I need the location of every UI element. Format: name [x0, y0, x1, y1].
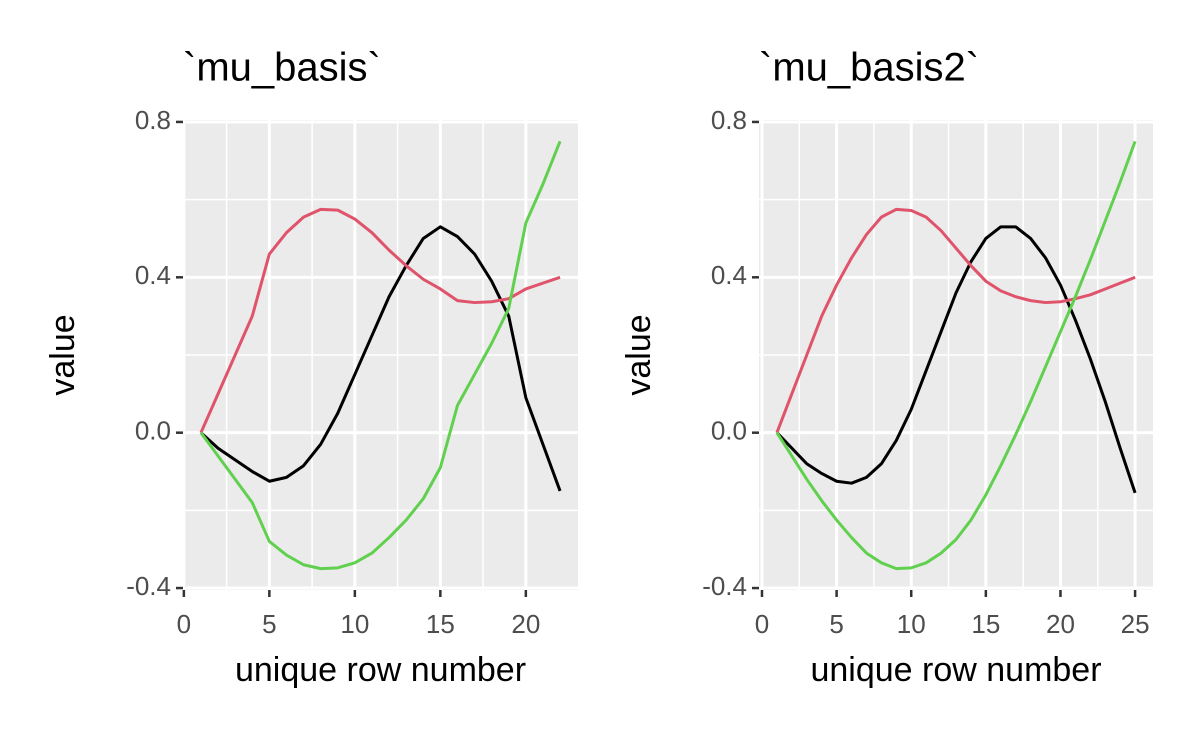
y-tick-label: 0.0	[135, 416, 171, 446]
y-tick-label: 0.8	[711, 105, 747, 135]
x-tick-label: 10	[340, 609, 369, 639]
x-tick-label: 5	[262, 609, 276, 639]
x-axis-title: unique row number	[235, 651, 526, 689]
series-line	[199, 225, 562, 492]
series-line	[199, 207, 561, 434]
y-tick-label: 0.4	[711, 260, 747, 290]
y-tick-label: 0.8	[135, 105, 171, 135]
chart-title: `mu_basis`	[183, 46, 381, 90]
y-tick-label: -0.4	[126, 571, 171, 601]
x-tick-label: 5	[829, 609, 843, 639]
x-tick-label: 25	[1121, 609, 1150, 639]
x-tick-label: 10	[897, 609, 926, 639]
x-tick-label: 15	[971, 609, 1000, 639]
y-tick-label: 0.4	[135, 260, 171, 290]
y-axis-title: value	[620, 314, 658, 395]
x-axis-title: unique row number	[810, 651, 1101, 689]
series-line	[199, 140, 562, 571]
x-tick-label: 15	[426, 609, 455, 639]
y-tick-label: 0.0	[711, 416, 747, 446]
y-axis-title: value	[44, 314, 82, 395]
series-line	[775, 140, 1137, 571]
chart-title: `mu_basis2`	[759, 46, 979, 90]
x-tick-label: 0	[755, 609, 769, 639]
y-tick-label: -0.4	[702, 571, 747, 601]
x-tick-label: 20	[511, 609, 540, 639]
series-line	[775, 225, 1137, 494]
x-tick-label: 0	[177, 609, 191, 639]
x-tick-label: 20	[1046, 609, 1075, 639]
